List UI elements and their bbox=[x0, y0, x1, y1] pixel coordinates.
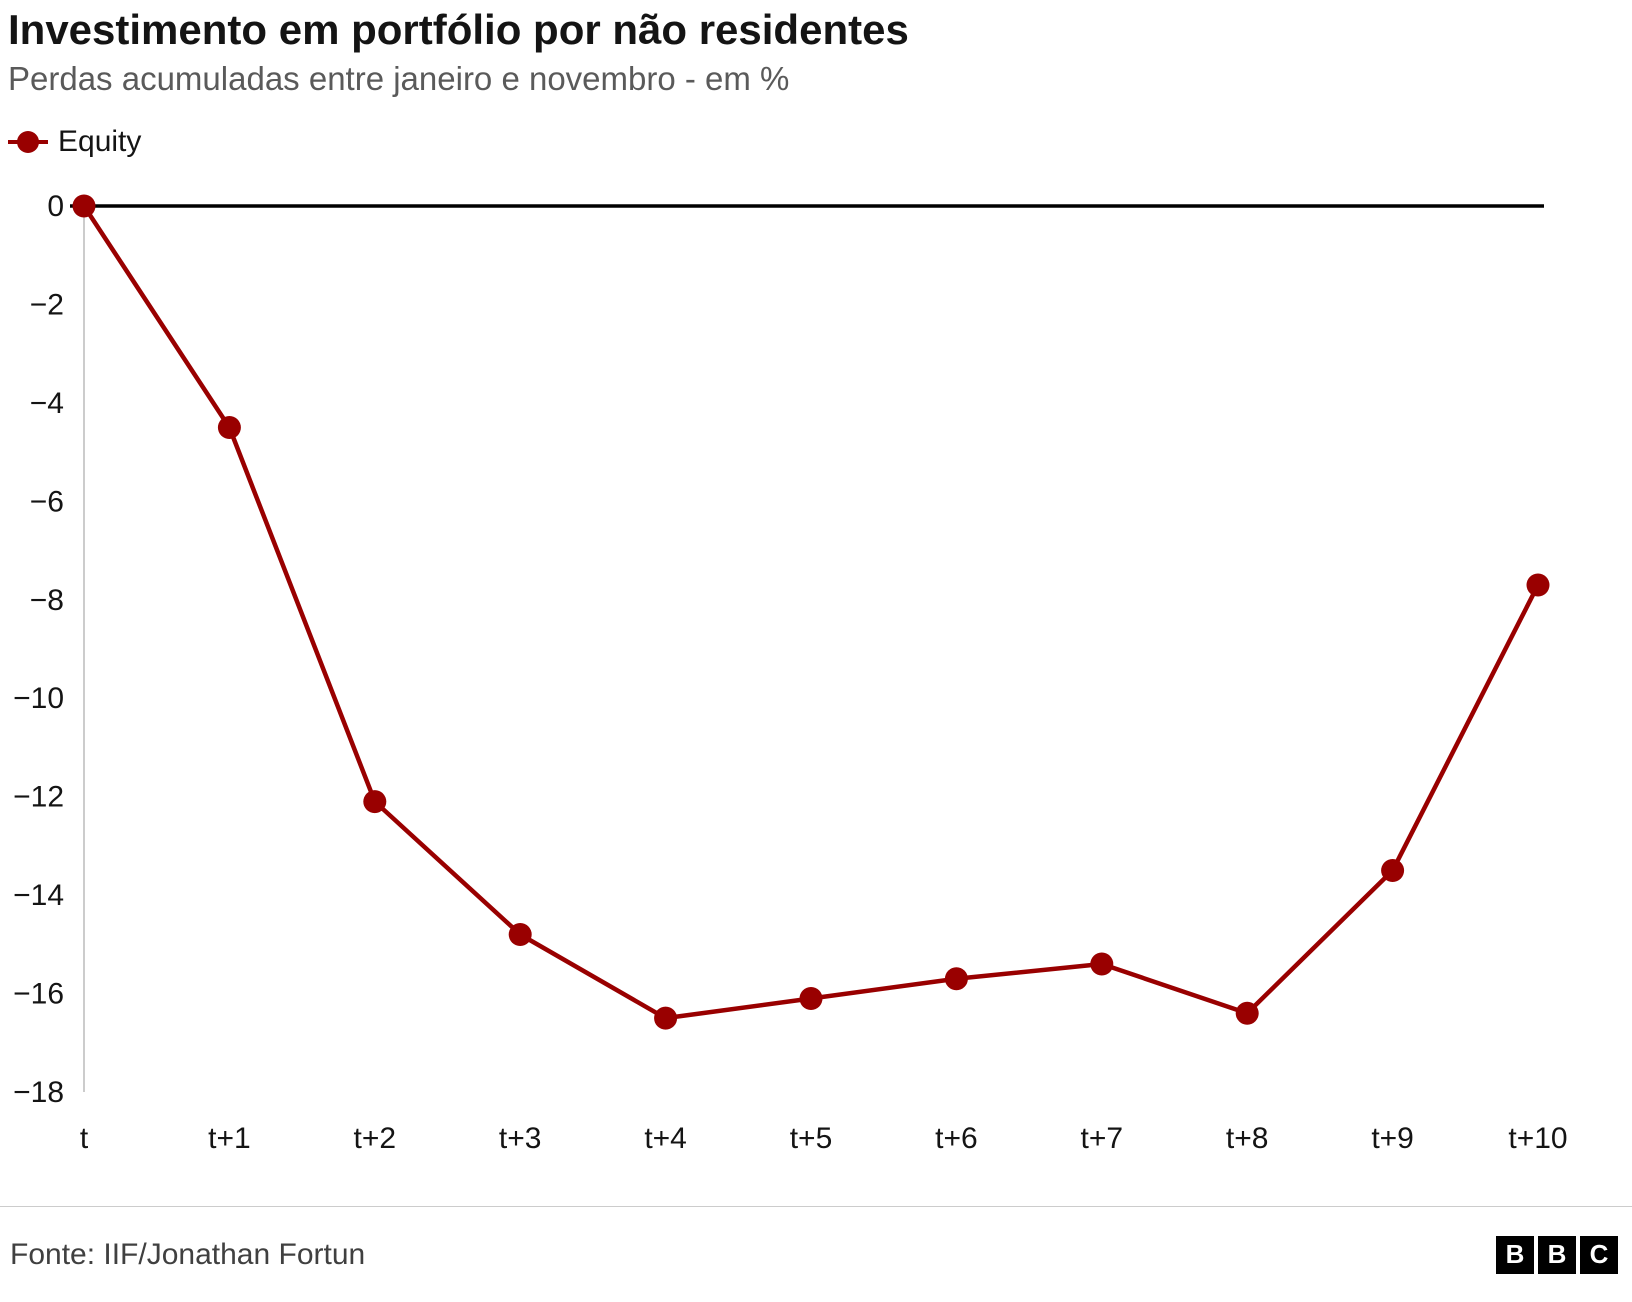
y-tick-label: −12 bbox=[13, 781, 64, 814]
x-tick-label: t+2 bbox=[354, 1122, 397, 1155]
y-tick-label: −2 bbox=[30, 289, 64, 322]
y-tick-label: −4 bbox=[30, 387, 64, 420]
data-point bbox=[654, 1006, 678, 1030]
bbc-logo-block: B bbox=[1496, 1235, 1534, 1274]
data-point bbox=[72, 194, 96, 218]
y-tick-label: −6 bbox=[30, 486, 64, 519]
chart-header: Investimento em portfólio por não reside… bbox=[0, 0, 1632, 98]
x-tick-label: t+5 bbox=[790, 1122, 833, 1155]
x-tick-label: t+8 bbox=[1226, 1122, 1269, 1155]
chart-legend: Equity bbox=[8, 124, 1632, 160]
data-point bbox=[1090, 952, 1114, 976]
bbc-logo-block: C bbox=[1580, 1235, 1618, 1274]
x-tick-label: t+1 bbox=[208, 1122, 251, 1155]
data-point bbox=[944, 967, 968, 991]
chart-subtitle: Perdas acumuladas entre janeiro e novemb… bbox=[8, 60, 790, 98]
data-point bbox=[217, 416, 241, 440]
data-point bbox=[1526, 573, 1550, 597]
legend-marker-icon bbox=[8, 131, 48, 154]
x-tick-label: t+9 bbox=[1371, 1122, 1414, 1155]
y-tick-label: −10 bbox=[13, 683, 64, 716]
data-point bbox=[1381, 859, 1405, 883]
x-tick-label: t+7 bbox=[1081, 1122, 1124, 1155]
y-tick-label: 0 bbox=[47, 190, 64, 223]
x-tick-label: t+10 bbox=[1508, 1122, 1567, 1155]
chart-area: 0 −2 −4 −6 −8 −10 −12 −14 −16 −18 t t+1 t+2 t+3 t+4 t+5… bbox=[0, 164, 1632, 1179]
line-chart: 0 −2 −4 −6 −8 −10 −12 −14 −16 −18 t t+1 t+2 t+3 t+4 t+5… bbox=[13, 190, 1568, 1155]
legend-dot-icon bbox=[17, 131, 39, 154]
data-point bbox=[1235, 1002, 1259, 1026]
data-point bbox=[363, 790, 387, 814]
x-tick-label: t+3 bbox=[499, 1122, 542, 1155]
x-tick-label: t+6 bbox=[935, 1122, 978, 1155]
data-point bbox=[799, 987, 823, 1011]
y-tick-label: −16 bbox=[13, 978, 64, 1011]
chart-title: Investimento em portfólio por não reside… bbox=[8, 6, 909, 53]
y-tick-label: −14 bbox=[13, 879, 64, 912]
bbc-logo-block: B bbox=[1538, 1235, 1576, 1274]
series-line bbox=[81, 204, 1541, 1021]
x-tick-label: t bbox=[80, 1122, 89, 1155]
y-tick-label: −18 bbox=[13, 1076, 64, 1109]
source-text: Fonte: IIF/Jonathan Fortun bbox=[10, 1237, 366, 1271]
y-tick-label: −8 bbox=[30, 584, 64, 617]
data-point bbox=[508, 923, 532, 947]
legend-label: Equity bbox=[58, 125, 142, 159]
x-tick-label: t+4 bbox=[644, 1122, 687, 1155]
